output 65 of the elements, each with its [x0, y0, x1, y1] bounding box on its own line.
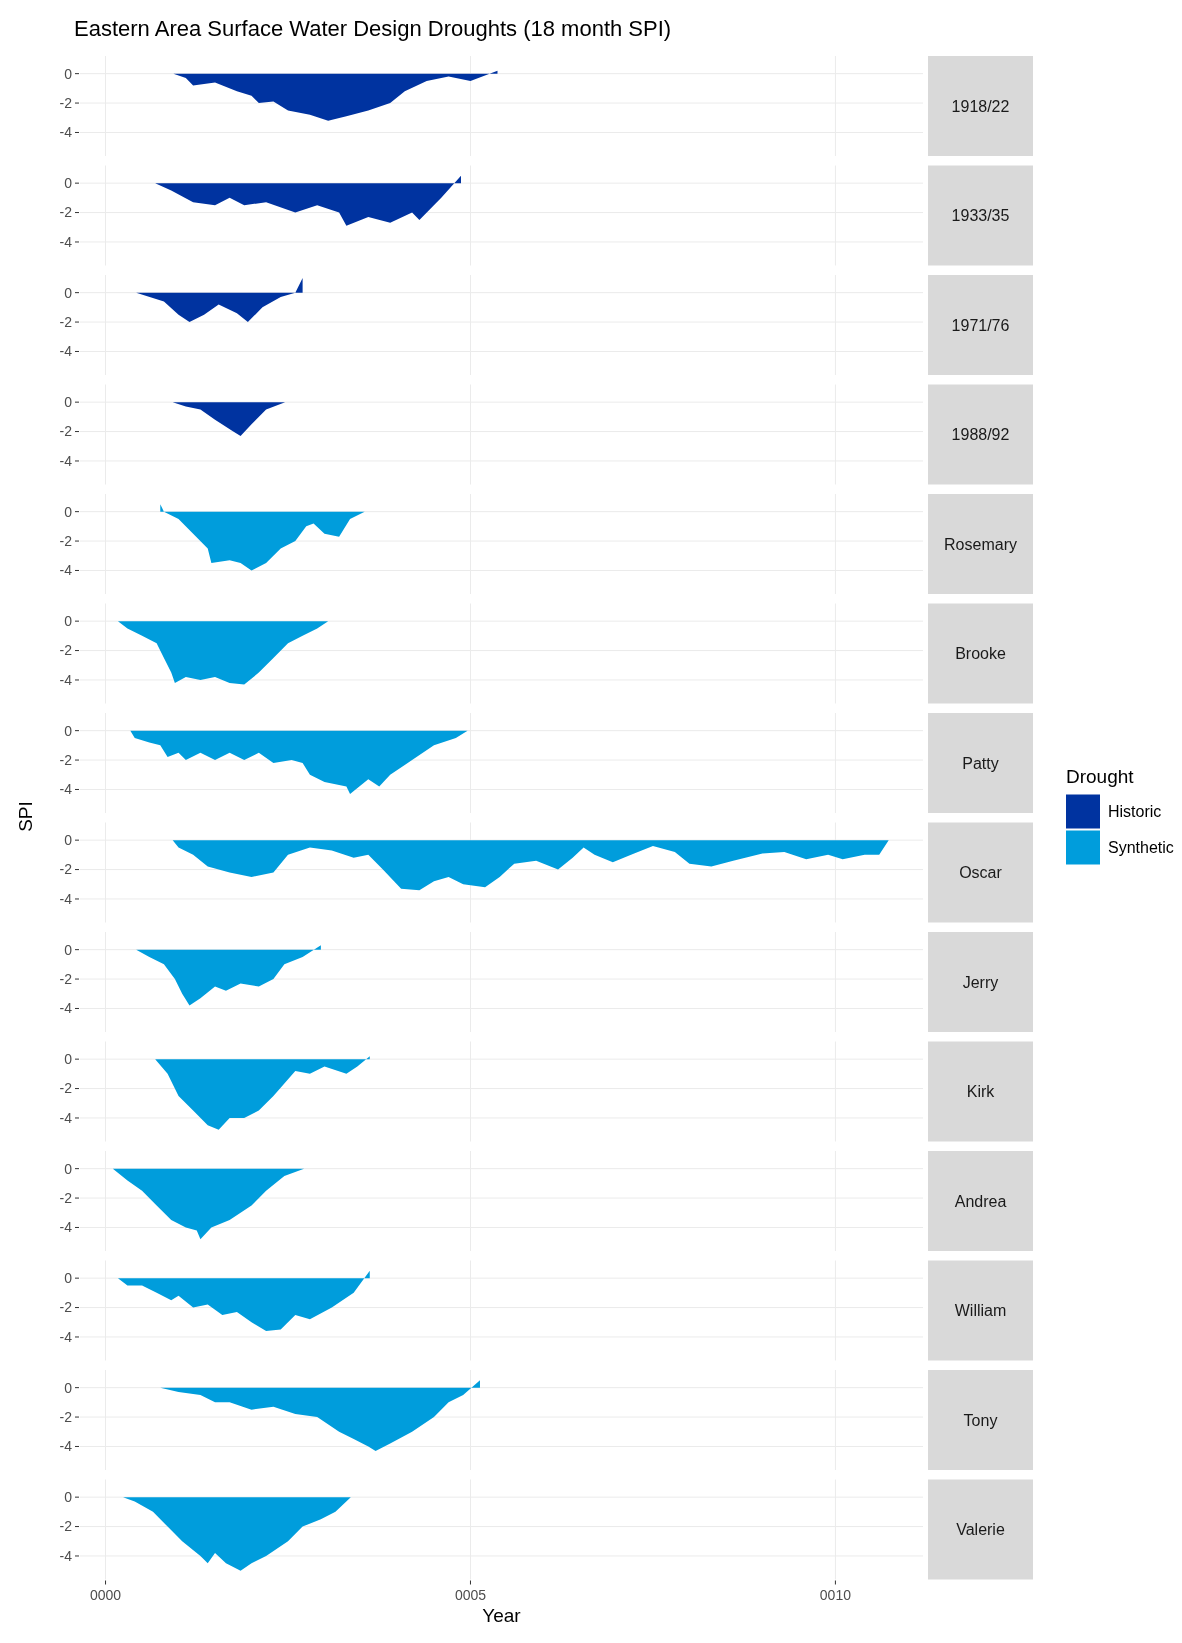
y-tick-label: -4 — [59, 562, 73, 579]
y-tick-label: -4 — [59, 781, 73, 798]
y-tick-label: -2 — [59, 1080, 73, 1097]
y-tick-label: -2 — [59, 532, 73, 549]
x-tick-label: 0010 — [819, 1586, 852, 1603]
legend-title: Drought — [1066, 765, 1135, 787]
y-tick-label: -2 — [59, 1189, 73, 1206]
y-tick-label: -2 — [59, 751, 73, 768]
y-tick-label: -4 — [59, 1547, 73, 1564]
y-tick-label: -2 — [59, 423, 73, 440]
text: Andrea — [954, 1192, 1007, 1210]
text: Patty — [962, 754, 999, 772]
y-tick-label: -4 — [59, 1328, 73, 1345]
text: 1971/76 — [951, 316, 1010, 334]
y-tick-label: -4 — [59, 452, 73, 469]
y-tick-label: -4 — [59, 1219, 73, 1236]
text: Brooke — [955, 645, 1006, 663]
y-tick-label: 0 — [64, 941, 73, 958]
y-tick-label: 0 — [64, 503, 73, 520]
y-tick-label: -2 — [59, 642, 73, 659]
y-tick-label: -4 — [59, 671, 73, 688]
legend-label: Historic — [1108, 803, 1162, 821]
y-tick-label: -2 — [59, 1408, 73, 1425]
y-tick-label: -4 — [59, 343, 73, 360]
text: Oscar — [959, 864, 1003, 882]
legend-label: Synthetic — [1108, 839, 1174, 857]
y-tick-label: 0 — [64, 832, 73, 849]
text: Rosemary — [944, 535, 1017, 553]
y-tick-label: -4 — [59, 124, 73, 141]
x-axis-title: Year — [482, 1604, 522, 1626]
y-tick-label: -2 — [59, 970, 73, 987]
y-tick-label: -2 — [59, 1518, 73, 1535]
y-axis-title: SPI — [15, 801, 36, 832]
y-tick-label: 0 — [64, 1379, 73, 1396]
y-tick-label: -4 — [59, 1109, 73, 1126]
text: Tony — [963, 1411, 998, 1429]
x-tick-label: 0005 — [454, 1586, 487, 1603]
y-tick-label: 0 — [64, 175, 73, 192]
y-tick-label: 0 — [64, 1160, 73, 1177]
y-tick-label: 0 — [64, 613, 73, 630]
x-tick-label: 0000 — [89, 1586, 122, 1603]
y-tick-label: -2 — [59, 313, 73, 330]
text: Jerry — [962, 973, 999, 991]
y-tick-label: 0 — [64, 65, 73, 82]
text: 1933/35 — [951, 207, 1010, 225]
text: Kirk — [966, 1083, 996, 1101]
y-tick-label: -4 — [59, 1000, 73, 1017]
y-tick-label: -4 — [59, 233, 73, 250]
y-tick-label: 0 — [64, 284, 73, 301]
y-tick-label: -4 — [59, 890, 73, 907]
y-tick-label: 0 — [64, 722, 73, 739]
y-tick-label: -2 — [59, 204, 73, 221]
chart-title: Eastern Area Surface Water Design Droughts (18 month SPI) — [74, 16, 672, 41]
text: Valerie — [956, 1521, 1005, 1539]
y-tick-label: -4 — [59, 1438, 73, 1455]
y-tick-label: -2 — [59, 861, 73, 878]
y-tick-label: 0 — [64, 1270, 73, 1287]
text: 1918/22 — [951, 97, 1010, 115]
y-tick-label: 0 — [64, 394, 73, 411]
y-tick-label: 0 — [64, 1489, 73, 1506]
y-tick-label: -2 — [59, 1299, 73, 1316]
text: William — [954, 1302, 1007, 1320]
y-tick-label: 0 — [64, 1051, 73, 1068]
y-tick-label: -2 — [59, 94, 73, 111]
text: 1988/92 — [951, 426, 1010, 444]
